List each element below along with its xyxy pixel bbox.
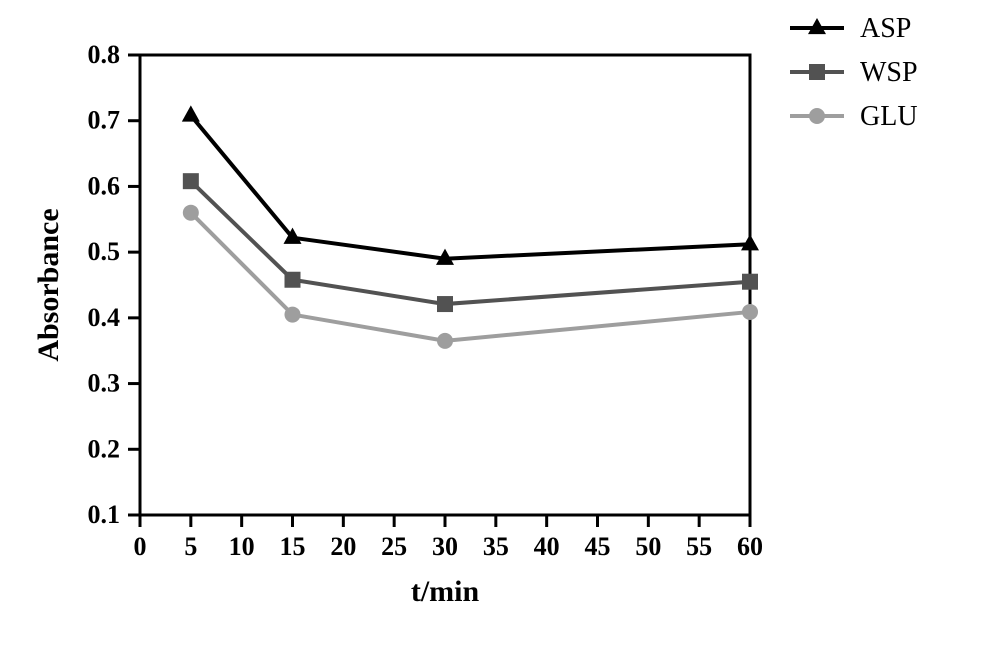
series-marker: [285, 272, 301, 288]
x-tick-label: 60: [737, 532, 763, 561]
x-tick-label: 30: [432, 532, 458, 561]
series-marker: [742, 274, 758, 290]
series-marker: [437, 333, 453, 349]
x-axis-label: t/min: [411, 575, 480, 608]
series-marker: [183, 205, 199, 221]
x-tick-label: 10: [229, 532, 255, 561]
line-chart: 0 5 10 15 20 25 30 35 40 45 50 55 60 0.1 0.2 0.3 0.4 0.5 0…: [0, 0, 1000, 648]
y-tick-label: 0.6: [88, 171, 121, 200]
x-tick-label: 20: [330, 532, 356, 561]
series-marker: [437, 296, 453, 312]
y-tick-label: 0.2: [88, 434, 121, 463]
y-tick-label: 0.7: [88, 106, 121, 135]
x-tick-label: 50: [635, 532, 661, 561]
legend-marker: [809, 108, 825, 124]
y-tick-label: 0.8: [88, 40, 121, 69]
series-marker: [742, 304, 758, 320]
x-tick-label: 35: [483, 532, 509, 561]
legend-label: ASP: [860, 13, 911, 44]
y-tick-label: 0.3: [88, 369, 121, 398]
chart-container: 0 5 10 15 20 25 30 35 40 45 50 55 60 0.1 0.2 0.3 0.4 0.5 0…: [0, 0, 1000, 648]
legend-label: WSP: [860, 57, 918, 88]
x-tick-label: 5: [184, 532, 197, 561]
x-tick-label: 25: [381, 532, 407, 561]
x-tick-label: 45: [585, 532, 611, 561]
y-tick-label: 0.5: [88, 237, 121, 266]
y-tick-label: 0.4: [88, 303, 121, 332]
y-axis-label: Absorbance: [32, 208, 65, 361]
x-tick-label: 40: [534, 532, 560, 561]
y-tick-label: 0.1: [88, 500, 121, 529]
series-marker: [183, 173, 199, 189]
x-tick-label: 15: [280, 532, 306, 561]
series-marker: [285, 307, 301, 323]
x-tick-label: 0: [134, 532, 147, 561]
x-tick-label: 55: [686, 532, 712, 561]
legend-marker: [809, 64, 825, 80]
legend-label: GLU: [860, 101, 918, 132]
